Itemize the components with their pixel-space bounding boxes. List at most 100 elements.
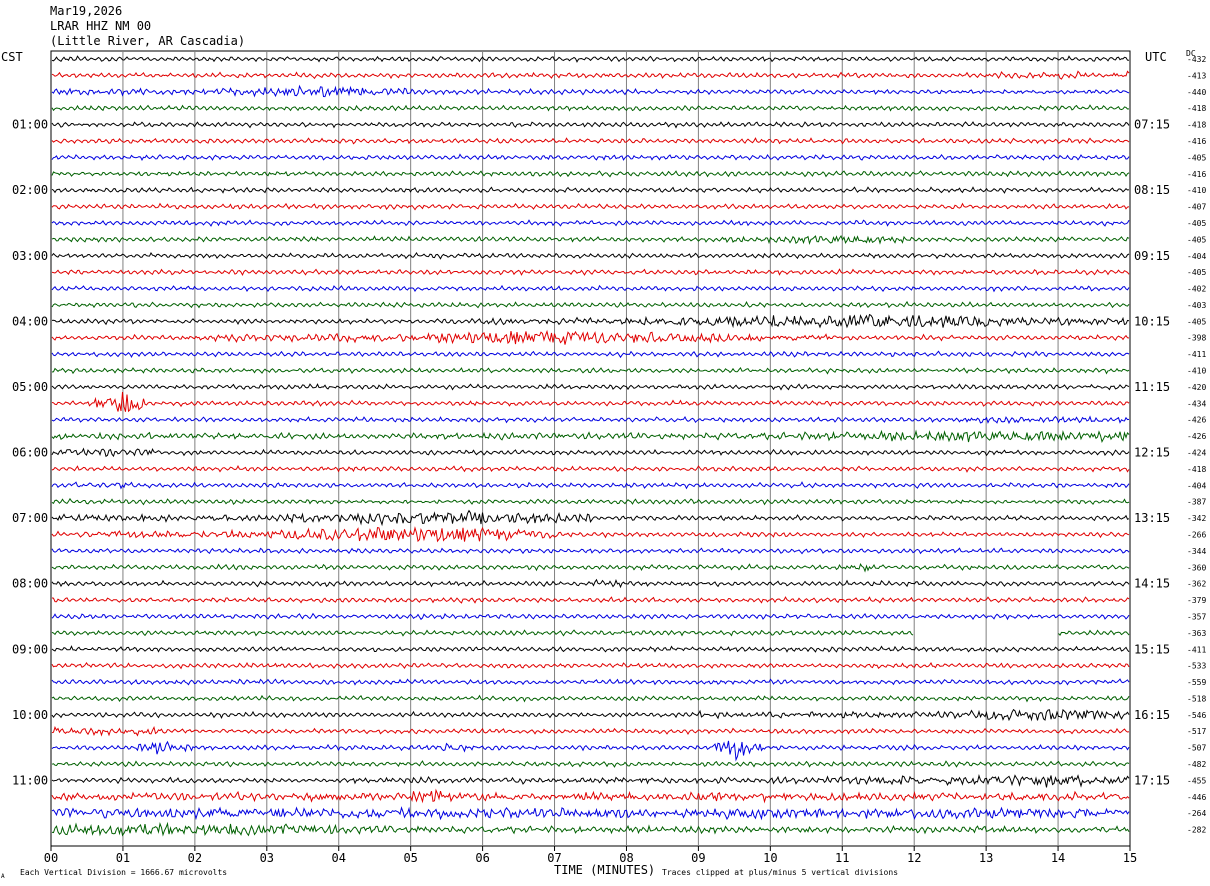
- trace-row: [51, 708, 1130, 722]
- left-hour-label: 11:00: [12, 773, 48, 787]
- trace-row: [51, 509, 1130, 527]
- x-tick-label: 00: [44, 851, 58, 865]
- trace-row: [51, 661, 1130, 670]
- right-hour-label: 14:15: [1134, 577, 1170, 591]
- dc-offset-label: -416: [1187, 170, 1206, 179]
- trace-row: [51, 84, 1130, 98]
- dc-offset-label: -455: [1187, 776, 1206, 785]
- left-hour-label: 07:00: [12, 511, 48, 525]
- trace-row: [51, 366, 1130, 375]
- x-tick-label: 11: [835, 851, 849, 865]
- trace-row: [51, 526, 1130, 543]
- trace-row: [51, 429, 1130, 443]
- left-hour-label: 01:00: [12, 118, 48, 132]
- dc-offset-label: -424: [1187, 449, 1206, 458]
- x-axis-label: TIME (MINUTES): [554, 863, 656, 877]
- trace-row: [51, 55, 1130, 63]
- dc-offset-label: -410: [1187, 186, 1206, 195]
- trace-row: [51, 170, 1130, 178]
- dc-offset-label: -398: [1187, 334, 1206, 343]
- trace-row: [51, 350, 1130, 359]
- trace-row: [51, 137, 1130, 145]
- dc-offset-label: -403: [1187, 301, 1206, 310]
- station-location: (Little River, AR Cascadia): [50, 34, 246, 48]
- dc-offset-label: -434: [1187, 399, 1206, 408]
- dc-offset-label: -363: [1187, 629, 1206, 638]
- right-hour-label: 08:15: [1134, 183, 1170, 197]
- left-hour-label: 06:00: [12, 446, 48, 460]
- right-hour-label: 15:15: [1134, 642, 1170, 656]
- x-tick-label: 05: [403, 851, 417, 865]
- trace-row: [51, 219, 1130, 227]
- dc-offset-label: -426: [1187, 432, 1206, 441]
- x-tick-label: 01: [116, 851, 130, 865]
- trace-row: [51, 760, 1130, 768]
- dc-offset-label: -405: [1187, 235, 1206, 244]
- dc-offset-label: -418: [1187, 121, 1206, 130]
- right-timezone-label: UTC: [1145, 50, 1167, 64]
- plot-date: Mar19,2026: [50, 4, 123, 18]
- dc-offset-label: -402: [1187, 285, 1206, 294]
- trace-row: [51, 740, 1130, 762]
- scale-note: Each Vertical Division = 1666.67 microvo…: [20, 868, 228, 877]
- right-hour-label: 10:15: [1134, 314, 1170, 328]
- dc-offset-label: -418: [1187, 104, 1206, 113]
- x-tick-label: 13: [979, 851, 993, 865]
- dc-offset-label: -405: [1187, 153, 1206, 162]
- trace-row: [51, 821, 1130, 837]
- dc-offset-label: -411: [1187, 350, 1206, 359]
- right-hour-label: 13:15: [1134, 511, 1170, 525]
- dc-offset-label: -411: [1187, 645, 1206, 654]
- x-tick-label: 09: [691, 851, 705, 865]
- x-tick-label: 06: [475, 851, 489, 865]
- dc-offset-header: DC: [1186, 49, 1196, 58]
- dc-offset-label: -517: [1187, 727, 1206, 736]
- right-hour-label: 16:15: [1134, 708, 1170, 722]
- dc-offset-label: -405: [1187, 317, 1206, 326]
- trace-row: [51, 563, 1130, 573]
- clip-note: Traces clipped at plus/minus 5 vertical …: [662, 868, 899, 877]
- left-hour-label: 04:00: [12, 314, 48, 328]
- trace-row: [51, 464, 1130, 473]
- trace-row: [51, 547, 1130, 555]
- dc-offset-label: -418: [1187, 465, 1206, 474]
- trace-row: [51, 383, 1130, 391]
- dc-offset-label: -379: [1187, 596, 1206, 605]
- trace-row: [51, 645, 1130, 653]
- trace-row: [51, 447, 1130, 458]
- left-hour-label: 03:00: [12, 249, 48, 263]
- trace-row: [51, 121, 1130, 129]
- dc-offset-label: -360: [1187, 563, 1206, 572]
- dc-offset-label: -404: [1187, 481, 1206, 490]
- left-hour-label: 09:00: [12, 642, 48, 656]
- trace-row: [51, 329, 1130, 345]
- trace-row: [51, 629, 1130, 637]
- trace-row: [51, 806, 1130, 821]
- trace-row: [51, 313, 1130, 329]
- right-hour-label: 12:15: [1134, 446, 1170, 460]
- trace-row: [51, 234, 1130, 246]
- dc-offset-label: -559: [1187, 678, 1206, 687]
- trace-row: [51, 774, 1130, 788]
- dc-offset-label: -282: [1187, 826, 1206, 835]
- x-tick-label: 08: [619, 851, 633, 865]
- x-tick-label: 12: [907, 851, 921, 865]
- plot-frame: [50, 50, 1131, 847]
- left-hour-label: 10:00: [12, 708, 48, 722]
- x-tick-label: 14: [1051, 851, 1065, 865]
- dc-offset-label: -342: [1187, 514, 1206, 523]
- trace-row: [51, 497, 1130, 506]
- trace-row: [51, 725, 1130, 737]
- dc-offset-label: -357: [1187, 612, 1206, 621]
- trace-row: [51, 612, 1130, 621]
- left-hour-label: 08:00: [12, 577, 48, 591]
- x-tick-label: 03: [260, 851, 274, 865]
- dc-offset-label: -416: [1187, 137, 1206, 146]
- dc-offset-label: -426: [1187, 416, 1206, 425]
- dc-offset-label: -387: [1187, 498, 1206, 507]
- x-tick-label: 04: [332, 851, 346, 865]
- dc-offset-label: -266: [1187, 530, 1206, 539]
- trace-row: [51, 251, 1130, 260]
- trace-row: [51, 300, 1130, 309]
